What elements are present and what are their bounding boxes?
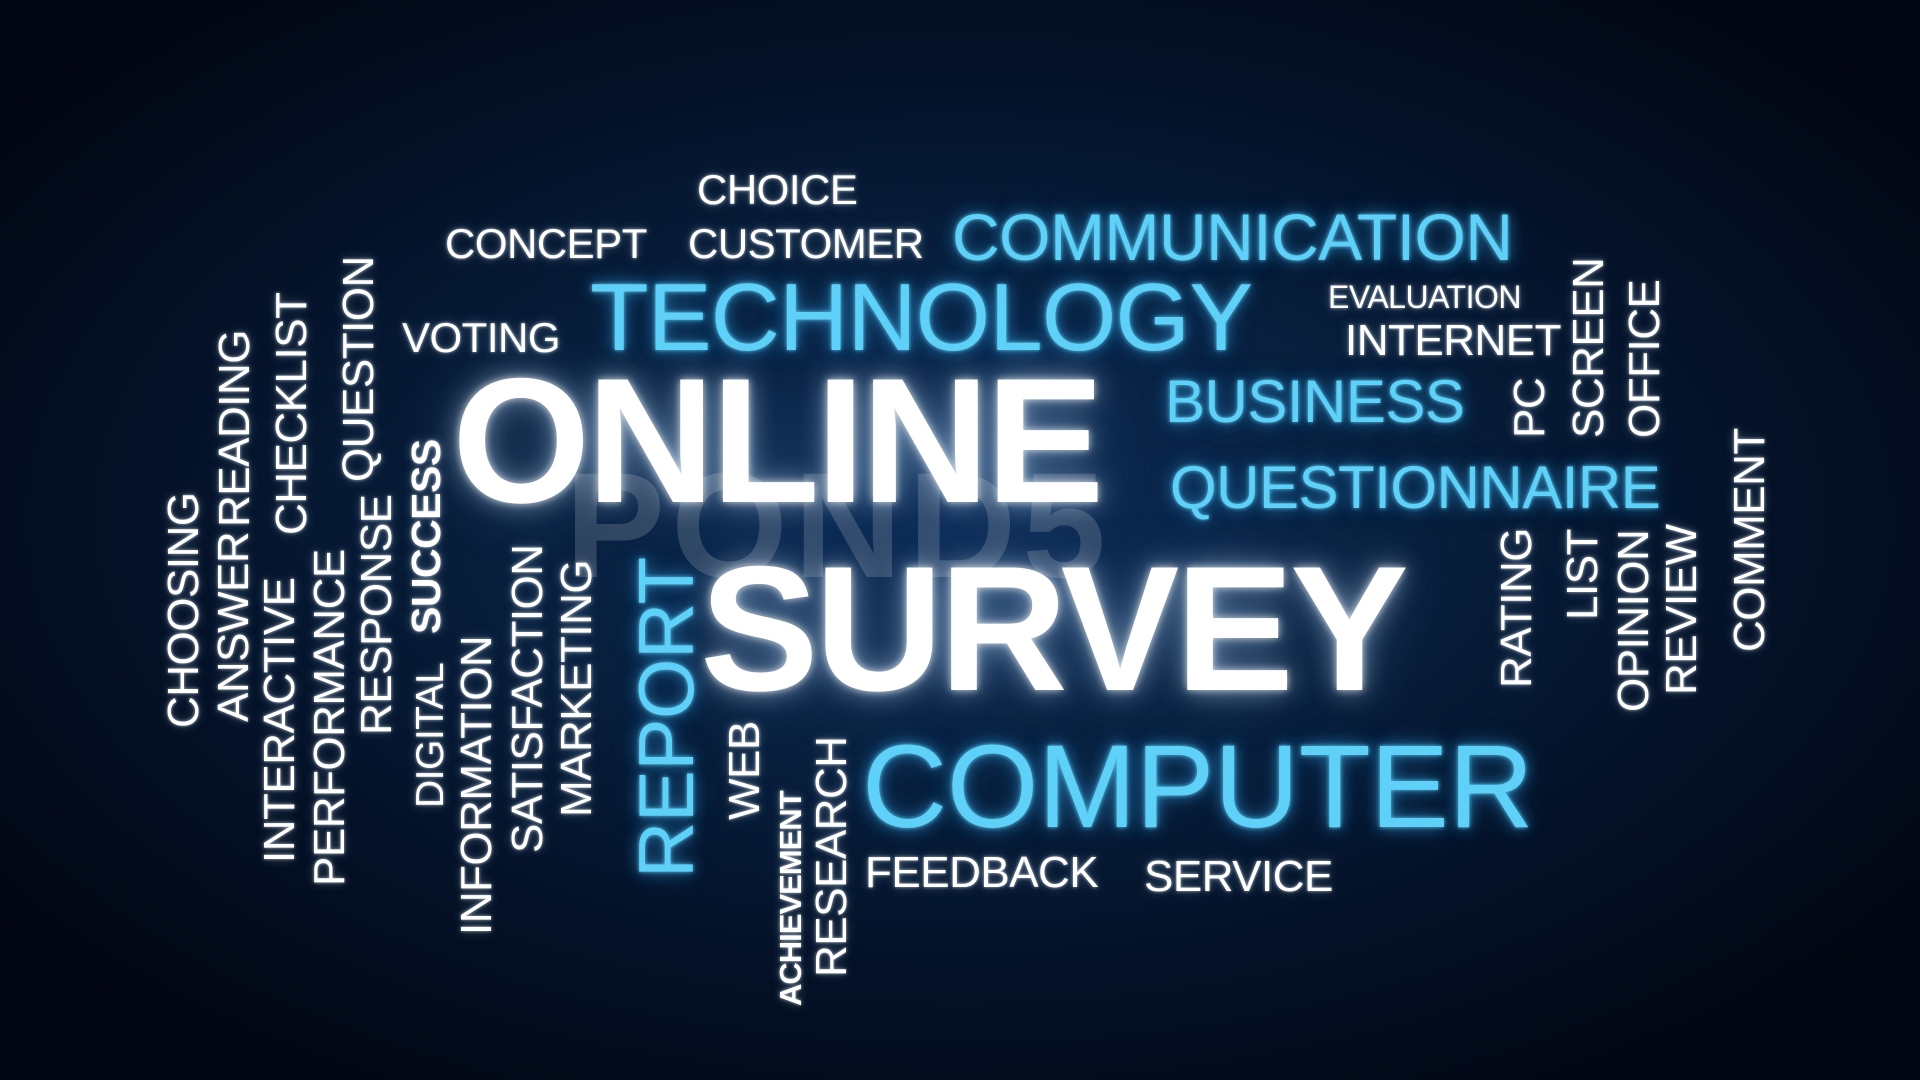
word-rating: RATING	[1492, 528, 1541, 688]
word-service: SERVICE	[1144, 852, 1333, 901]
word-satisfaction: SATISFACTION	[503, 544, 552, 853]
word-internet: INTERNET	[1345, 316, 1562, 365]
word-choice: CHOICE	[697, 166, 858, 213]
word-response: RESPONSE	[352, 494, 401, 735]
word-feedback: FEEDBACK	[865, 848, 1099, 897]
word-online: ONLINE	[452, 341, 1104, 540]
word-office: OFFICE	[1620, 279, 1669, 438]
word-communication: COMMUNICATION	[952, 200, 1513, 274]
word-evaluation: EVALUATION	[1328, 279, 1521, 315]
word-opinion: OPINION	[1609, 529, 1658, 712]
word-pc: PC	[1505, 377, 1554, 438]
word-questionnaire: QUESTIONNAIRE	[1170, 454, 1661, 521]
word-customer: CUSTOMER	[688, 220, 924, 267]
word-reading: READING	[210, 330, 259, 527]
word-checklist: CHECKLIST	[267, 292, 316, 535]
word-performance: PERFORMANCE	[305, 549, 354, 886]
word-comment: COMMENT	[1725, 428, 1774, 652]
word-choosing: CHOOSING	[159, 492, 208, 728]
word-concept: CONCEPT	[445, 220, 647, 267]
word-achievement: ACHIEVEMENT	[773, 791, 808, 1006]
word-business: BUSINESS	[1165, 368, 1465, 435]
word-web: WEB	[720, 721, 769, 820]
watermark: POND5	[565, 441, 1112, 609]
word-success: SUCCESS	[403, 439, 449, 634]
word-question: QUESTION	[334, 256, 383, 482]
word-computer: COMPUTER	[862, 721, 1534, 853]
word-list: LIST	[1558, 529, 1607, 620]
word-answer: ANSWER	[209, 531, 258, 722]
word-voting: VOTING	[402, 314, 561, 361]
word-survey: SURVEY	[700, 529, 1409, 728]
word-technology: TECHNOLOGY	[590, 264, 1253, 371]
word-research: RESEARCH	[807, 736, 856, 978]
word-review: REVIEW	[1657, 524, 1706, 695]
word-interactive: INTERACTIVE	[255, 577, 304, 863]
word-digital: DIGITAL	[409, 662, 452, 808]
word-information: INFORMATION	[452, 635, 501, 935]
word-screen: SCREEN	[1564, 257, 1613, 438]
